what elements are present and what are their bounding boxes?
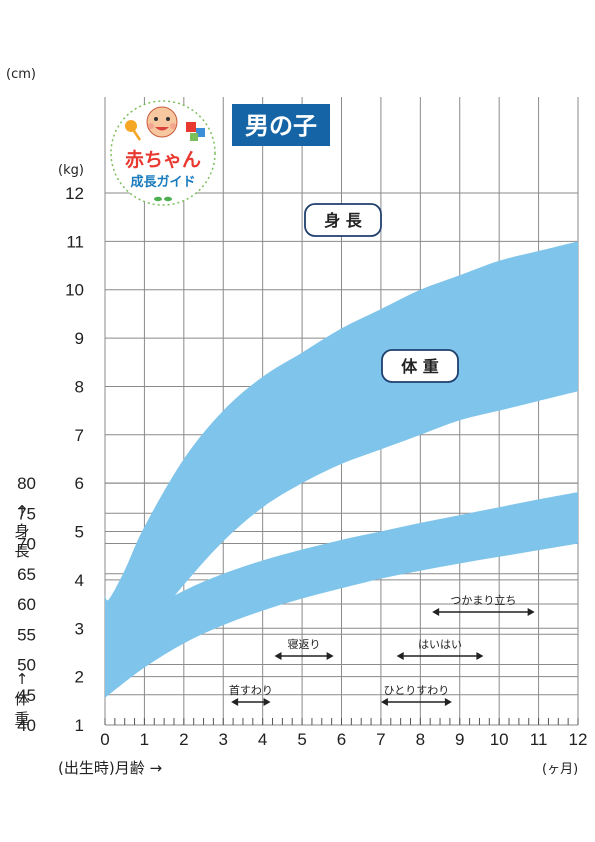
x-tick-label: 12 (569, 730, 588, 749)
weight-axis-text: ↑体重 (14, 670, 29, 728)
weight-tick-label: 9 (75, 329, 84, 348)
band-weight (105, 241, 578, 675)
milestone: はいはい (396, 638, 484, 660)
milestone-arrow-right (527, 608, 535, 616)
x-tick-label: 0 (100, 730, 109, 749)
height-tick-labels: 40 45 50 55 60 65 70 75 80 (17, 474, 36, 735)
height-axis-text: ↑身長 (14, 502, 29, 560)
weight-tick-label: 11 (66, 232, 84, 251)
rattle-icon (125, 120, 142, 141)
weight-axis-title: ↑体重 (14, 670, 29, 728)
milestone-arrow-left (432, 608, 440, 616)
band-label-text: 体 重 (401, 357, 439, 376)
band-labels: 身 長体 重 (304, 203, 459, 383)
baby-face-icon (146, 106, 178, 138)
x-minor-ticks (104, 718, 579, 725)
milestone: ひとりすわり (380, 684, 452, 706)
milestone: 首すわり (229, 683, 273, 706)
x-tick-label: 11 (530, 730, 548, 749)
milestone-arrow-left (274, 652, 282, 660)
weight-unit-label: (kg) (58, 163, 84, 178)
weight-tick-label: 12 (65, 184, 84, 203)
milestone: 寝返り (274, 637, 334, 660)
milestone-arrow-left (231, 698, 239, 706)
x-tick-label: 8 (416, 730, 425, 749)
toy-blocks-icon (186, 122, 205, 141)
x-axis-label: (出生時)月齢 → (58, 759, 162, 777)
x-tick-label: 10 (490, 730, 509, 749)
x-tick-label: 9 (455, 730, 464, 749)
x-tick-label: 6 (337, 730, 346, 749)
milestone-arrow-left (396, 652, 404, 660)
x-tick-label: 2 (179, 730, 188, 749)
height-tick-label: 50 (17, 656, 36, 675)
height-unit-label: (cm) (6, 67, 36, 82)
x-tick-label: 3 (219, 730, 228, 749)
chart-title: 男の子 (245, 112, 317, 140)
x-tick-label: 7 (376, 730, 385, 749)
milestone-label: つかまり立ち (450, 593, 516, 607)
x-tick-label: 5 (297, 730, 306, 749)
weight-tick-label: 7 (75, 426, 84, 445)
milestone-arrow-right (444, 698, 452, 706)
milestone-arrow-right (263, 698, 271, 706)
milestone-arrow-right (476, 652, 484, 660)
height-tick-label: 55 (17, 625, 36, 644)
weight-tick-label: 6 (75, 474, 84, 493)
milestone-label: ひとりすわり (384, 684, 450, 697)
growth-bands (105, 241, 578, 698)
height-tick-label: 75 (17, 504, 36, 523)
band-height (105, 492, 578, 698)
height-axis-title: ↑身長 (14, 502, 29, 560)
logo-line1: 赤ちゃん (125, 149, 201, 171)
milestone-arrow-right (326, 652, 334, 660)
x-tick-labels: 0 1 2 3 4 5 6 7 8 9 10 11 12 (100, 730, 587, 749)
logo: 赤ちゃん 成長ガイド (110, 100, 216, 206)
x-unit-label: (ヶ月) (542, 762, 578, 777)
x-tick-label: 1 (140, 730, 149, 749)
weight-tick-label: 4 (75, 571, 84, 590)
weight-tick-label: 8 (75, 377, 84, 396)
title-box: 男の子 (232, 104, 330, 146)
weight-tick-label: 2 (75, 668, 84, 687)
band-label-box (304, 203, 382, 237)
height-tick-label: 45 (17, 686, 36, 705)
height-tick-label: 40 (17, 716, 36, 735)
milestone-arrow-left (380, 698, 388, 706)
band-label-height: 身 長 (304, 203, 382, 237)
height-tick-label: 65 (17, 565, 36, 584)
milestone-label: はいはい (418, 638, 462, 651)
milestone: つかまり立ち (432, 593, 535, 616)
height-tick-label: 60 (17, 595, 36, 614)
band-label-box (381, 349, 459, 383)
weight-tick-label: 10 (65, 281, 84, 300)
sprout-icon (154, 196, 172, 202)
band-label-text: 身 長 (324, 211, 363, 230)
weight-tick-label: 1 (75, 716, 84, 735)
x-tick-label: 4 (258, 730, 267, 749)
milestone-label: 寝返り (288, 637, 321, 651)
weight-tick-label: 5 (75, 523, 84, 542)
height-tick-label: 70 (17, 535, 36, 554)
height-tick-label: 80 (17, 474, 36, 493)
band-label-weight: 体 重 (381, 349, 459, 383)
milestone-label: 首すわり (229, 683, 273, 697)
logo-line2: 成長ガイド (130, 174, 195, 190)
weight-tick-label: 3 (75, 619, 84, 638)
